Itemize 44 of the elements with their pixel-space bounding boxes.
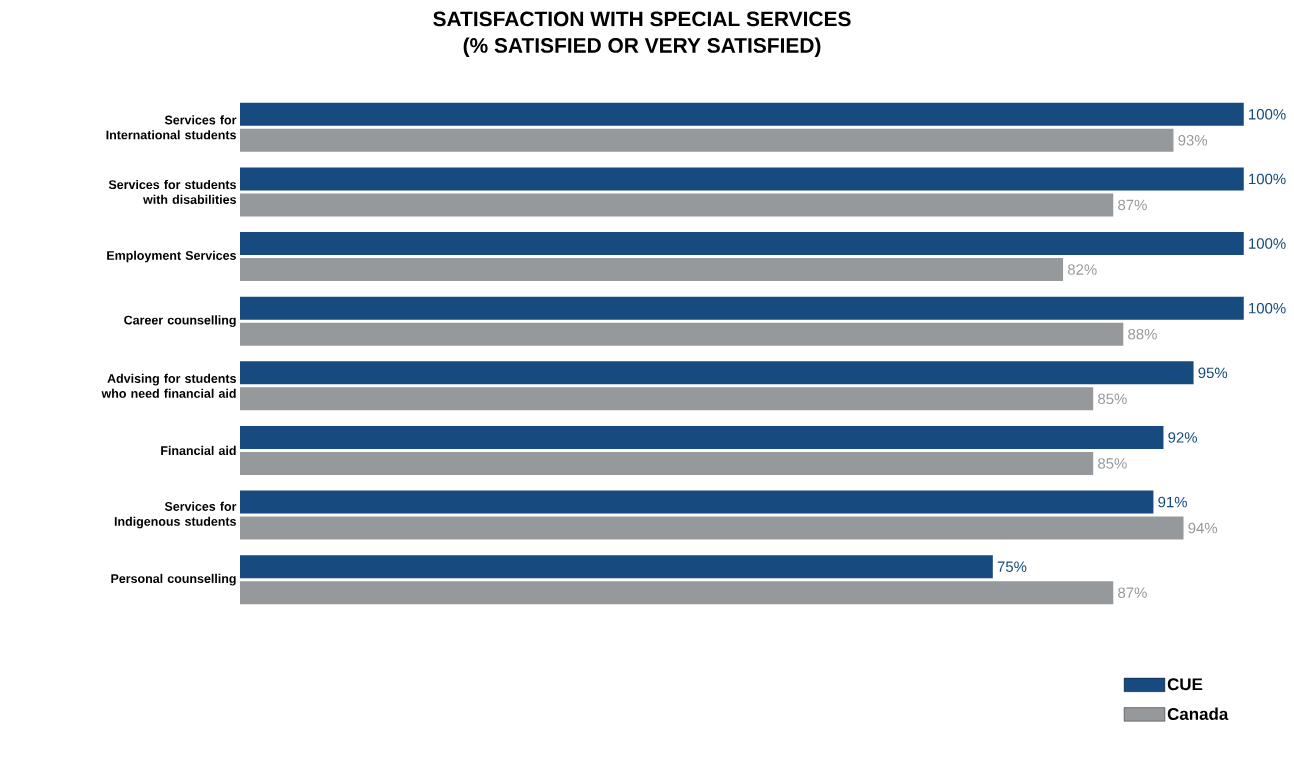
y-tick-label: Employment Services <box>107 250 236 263</box>
bar <box>240 490 1154 514</box>
bar <box>240 516 1184 540</box>
data-label: 88% <box>1128 328 1157 340</box>
data-label: 93% <box>1178 135 1208 146</box>
data-label: 100% <box>1249 173 1286 185</box>
bar <box>240 387 1094 411</box>
bar <box>240 167 1244 191</box>
data-label: 100% <box>1249 302 1286 314</box>
bar <box>240 232 1244 256</box>
data-label: 100% <box>1249 109 1286 120</box>
data-label: 87% <box>1118 587 1147 598</box>
bar <box>240 425 1164 449</box>
y-tick-label: Advising for students who need financial aid <box>101 373 236 398</box>
bar <box>240 296 1244 320</box>
data-label: 75% <box>997 561 1027 572</box>
bar <box>240 555 993 579</box>
bar <box>240 451 1094 475</box>
data-label: 87% <box>1118 199 1147 211</box>
data-label: 100% <box>1249 238 1286 249</box>
bar <box>240 581 1114 605</box>
data-label: 91% <box>1158 496 1187 508</box>
chart-subtitle: (% SATISFIED OR VERY SATISFIED) <box>463 37 821 58</box>
bar <box>240 361 1194 385</box>
chart-title: SATISFACTION WITH SPECIAL SERVICES <box>433 11 851 27</box>
data-label: 94% <box>1188 522 1218 534</box>
data-label: 92% <box>1168 432 1198 443</box>
bar <box>240 193 1114 217</box>
y-tick-label: Career counselling <box>124 315 236 328</box>
data-label: 95% <box>1198 367 1228 379</box>
data-label: 85% <box>1098 393 1127 405</box>
bar <box>240 102 1244 126</box>
legend-label: CUE <box>1167 678 1203 691</box>
data-label: 85% <box>1098 458 1127 469</box>
y-tick-label: Services for students with disabilities <box>108 179 236 204</box>
y-tick-label: Services for Indigenous students <box>114 501 237 529</box>
legend-label: Canada <box>1167 707 1229 720</box>
bar <box>240 128 1174 152</box>
data-label: 82% <box>1067 264 1097 275</box>
y-tick-label: Personal counselling <box>111 573 236 586</box>
bar <box>240 322 1124 346</box>
bar <box>240 258 1064 282</box>
y-tick-label: Financial aid <box>161 445 236 456</box>
y-tick-label: Services for International students <box>106 115 237 140</box>
